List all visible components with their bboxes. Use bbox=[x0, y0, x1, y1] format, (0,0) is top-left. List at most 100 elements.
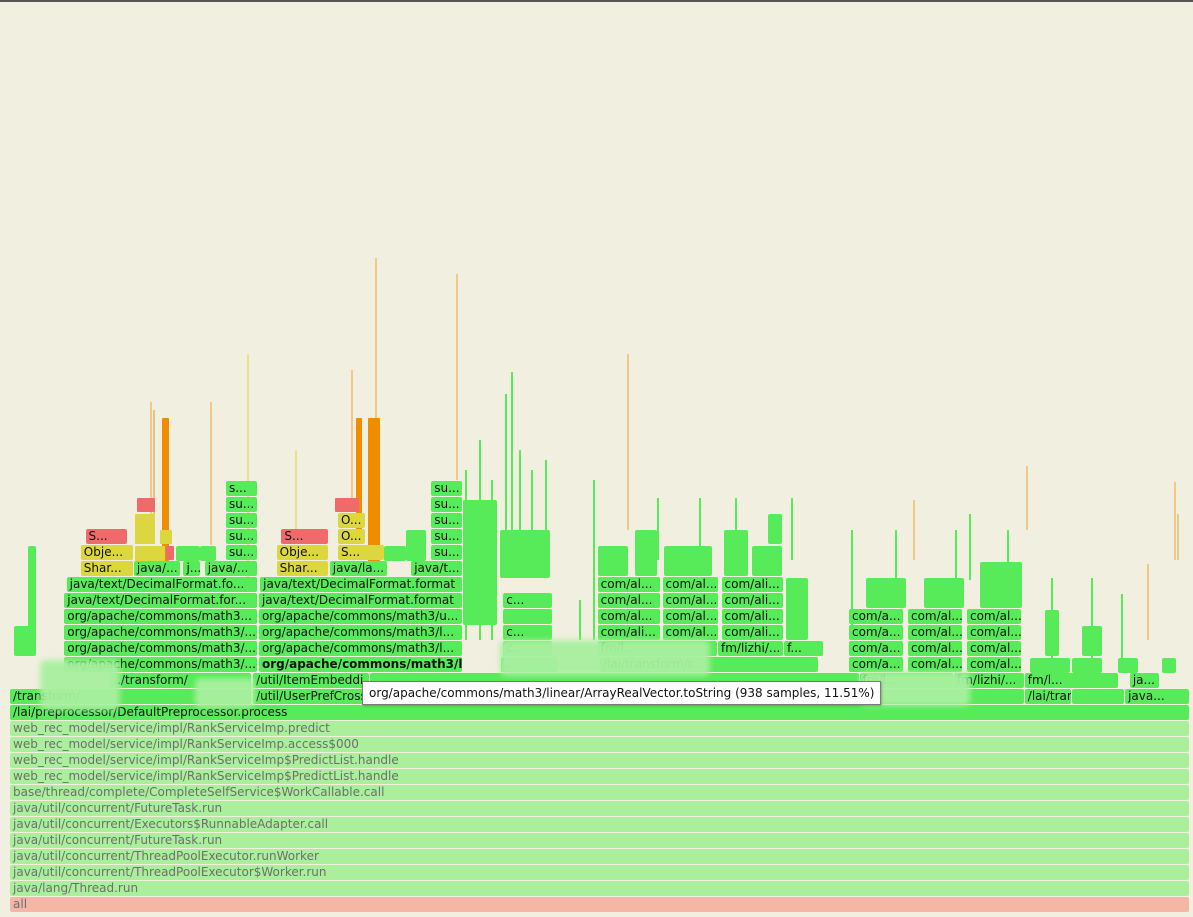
green-column bbox=[924, 578, 964, 608]
flame-frame[interactable]: com/al... bbox=[966, 641, 1022, 656]
flame-frame[interactable]: S... bbox=[338, 545, 385, 560]
flame-frame[interactable]: com/al... bbox=[662, 577, 719, 592]
flame-frame[interactable]: f... bbox=[784, 641, 824, 656]
flame-frame[interactable]: S... bbox=[85, 529, 127, 544]
flame-frame[interactable]: /util/UserPrefCrossIter bbox=[253, 689, 369, 704]
flame-frame[interactable]: java/util/concurrent/ThreadPoolExecutor.… bbox=[10, 849, 1189, 864]
flame-frame[interactable]: com/al... bbox=[662, 609, 719, 624]
flame-frame[interactable]: java/... bbox=[204, 561, 257, 576]
flame-frame[interactable]: java/text/DecimalFormat.for... bbox=[64, 593, 257, 608]
flame-frame[interactable]: com/al... bbox=[966, 609, 1022, 624]
flame-frame[interactable]: java/t... bbox=[411, 561, 463, 576]
flame-frame[interactable]: java... bbox=[1125, 689, 1189, 704]
flame-frame[interactable]: com/al... bbox=[907, 657, 963, 672]
flame-frame[interactable]: O... bbox=[338, 529, 366, 544]
flame-frame[interactable]: org/apache/commons/math3/u... bbox=[258, 609, 463, 624]
flame-frame[interactable]: O... bbox=[338, 513, 366, 528]
redacted-patch bbox=[40, 660, 120, 710]
inline-column bbox=[368, 418, 380, 562]
flame-frame[interactable]: web_rec_model/service/impl/RankServiceIm… bbox=[10, 753, 1189, 768]
flame-frame[interactable]: com/al... bbox=[907, 609, 963, 624]
flame-frame[interactable]: su... bbox=[431, 497, 463, 512]
flame-frame[interactable]: su... bbox=[431, 545, 463, 560]
flame-frame[interactable]: com/al... bbox=[597, 609, 661, 624]
flame-frame[interactable]: su... bbox=[225, 545, 257, 560]
flame-frame[interactable]: com/al... bbox=[662, 625, 719, 640]
flame-frame[interactable]: com/al... bbox=[907, 625, 963, 640]
flame-frame[interactable]: java/lang/Thread.run bbox=[10, 881, 1189, 896]
flame-frame[interactable]: com/al... bbox=[907, 641, 963, 656]
flame-frame[interactable]: web_rec_model/service/impl/RankServiceIm… bbox=[10, 769, 1189, 784]
flame-frame[interactable]: java/text/DecimalFormat.format bbox=[260, 577, 463, 592]
flame-frame[interactable]: java/util/concurrent/FutureTask.run bbox=[10, 801, 1189, 816]
flame-frame[interactable]: /lai/preprocessor/DefaultPreprocessor.pr… bbox=[10, 705, 1189, 720]
flame-frame[interactable]: c... bbox=[503, 593, 552, 608]
flame-frame[interactable]: java/text/DecimalFormat.format bbox=[258, 593, 463, 608]
green-column bbox=[28, 546, 36, 656]
flame-frame[interactable]: org/apache/commons/math3/... bbox=[64, 625, 257, 640]
flame-frame[interactable]: com/a... bbox=[848, 625, 904, 640]
flame-frame[interactable]: org/apache/commons/math3/... bbox=[64, 641, 257, 656]
flame-frame[interactable]: j... bbox=[183, 561, 201, 576]
flame-frame[interactable]: s... bbox=[225, 481, 257, 496]
flame-frame[interactable]: su... bbox=[431, 529, 463, 544]
flame-frame[interactable]: java/la... bbox=[329, 561, 387, 576]
flame-frame[interactable]: com/al... bbox=[966, 625, 1022, 640]
flame-frame[interactable]: com/ali... bbox=[721, 593, 784, 608]
flame-frame[interactable]: su... bbox=[431, 513, 463, 528]
flame-frame[interactable]: com/ali... bbox=[721, 625, 784, 640]
flame-frame[interactable]: com/a... bbox=[848, 641, 904, 656]
flame-frame[interactable]: /util/ItemEmbeddi bbox=[253, 673, 369, 688]
flame-frame[interactable]: java/... bbox=[133, 561, 181, 576]
flame-frame[interactable]: web_rec_model/service/impl/RankServiceIm… bbox=[10, 737, 1189, 752]
flame-frame[interactable]: fm/lizhi/... bbox=[718, 641, 784, 656]
redacted-patch bbox=[500, 640, 710, 676]
green-column bbox=[406, 530, 426, 561]
flame-frame[interactable]: org/apache/commons/math3/l... bbox=[258, 625, 463, 640]
flame-frame[interactable]: Shar... bbox=[80, 561, 133, 576]
flame-frame[interactable]: Shar... bbox=[276, 561, 328, 576]
native-column bbox=[160, 530, 172, 544]
flame-frame[interactable]: org/apache/commons/math3/l... bbox=[258, 657, 463, 672]
flame-frame[interactable]: Obje... bbox=[80, 545, 133, 560]
green-column bbox=[598, 546, 628, 576]
flame-frame[interactable]: su... bbox=[225, 513, 257, 528]
kernel-column bbox=[137, 498, 155, 512]
flame-frame[interactable]: base/thread/complete/CompleteSelfService… bbox=[10, 785, 1189, 800]
flame-frame[interactable]: su... bbox=[225, 497, 257, 512]
flame-frame[interactable]: ja... bbox=[1129, 673, 1160, 688]
flame-frame[interactable] bbox=[1072, 689, 1125, 704]
flame-frame[interactable]: com/ali... bbox=[721, 577, 784, 592]
flame-frame[interactable]: com/ali... bbox=[597, 625, 661, 640]
flame-frame[interactable]: fm/l... bbox=[1024, 673, 1119, 688]
flame-frame[interactable]: com/a... bbox=[848, 609, 904, 624]
green-column bbox=[866, 578, 906, 608]
flame-frame[interactable]: java/util/concurrent/FutureTask.run bbox=[10, 833, 1189, 848]
green-column bbox=[500, 530, 550, 578]
flame-frame[interactable] bbox=[503, 609, 552, 624]
flame-frame[interactable]: com/al... bbox=[966, 657, 1022, 672]
flame-frame[interactable]: java/text/DecimalFormat.fo... bbox=[66, 577, 257, 592]
flame-frame[interactable]: com/al... bbox=[597, 577, 661, 592]
flame-frame[interactable]: Obje... bbox=[276, 545, 328, 560]
flame-frame[interactable]: all bbox=[10, 897, 1189, 912]
flame-frame[interactable]: su... bbox=[225, 529, 257, 544]
flame-frame[interactable]: java/util/concurrent/Executors$RunnableA… bbox=[10, 817, 1189, 832]
flame-frame[interactable]: /lai/transformer/... bbox=[1024, 689, 1071, 704]
flame-frame[interactable]: S... bbox=[281, 529, 328, 544]
flame-frame[interactable]: com/a... bbox=[848, 657, 904, 672]
flame-frame[interactable]: org/apache/commons/math3... bbox=[64, 609, 257, 624]
redacted-patch bbox=[195, 678, 255, 708]
flame-frame[interactable]: c... bbox=[503, 625, 552, 640]
green-column bbox=[176, 546, 200, 561]
flame-frame[interactable]: fm/lizhi/... bbox=[954, 673, 1024, 688]
flame-frame[interactable]: com/al... bbox=[662, 593, 719, 608]
green-column bbox=[1162, 658, 1176, 673]
flame-frame[interactable]: com/al... bbox=[597, 593, 661, 608]
flame-frame[interactable]: su... bbox=[431, 481, 463, 496]
flame-frame[interactable]: com/ali... bbox=[721, 609, 784, 624]
flame-frame[interactable]: web_rec_model/service/impl/RankServiceIm… bbox=[10, 721, 1189, 736]
flame-frame[interactable]: org/apache/commons/math3/l... bbox=[258, 641, 463, 656]
flame-frame[interactable]: java/util/concurrent/ThreadPoolExecutor$… bbox=[10, 865, 1189, 880]
